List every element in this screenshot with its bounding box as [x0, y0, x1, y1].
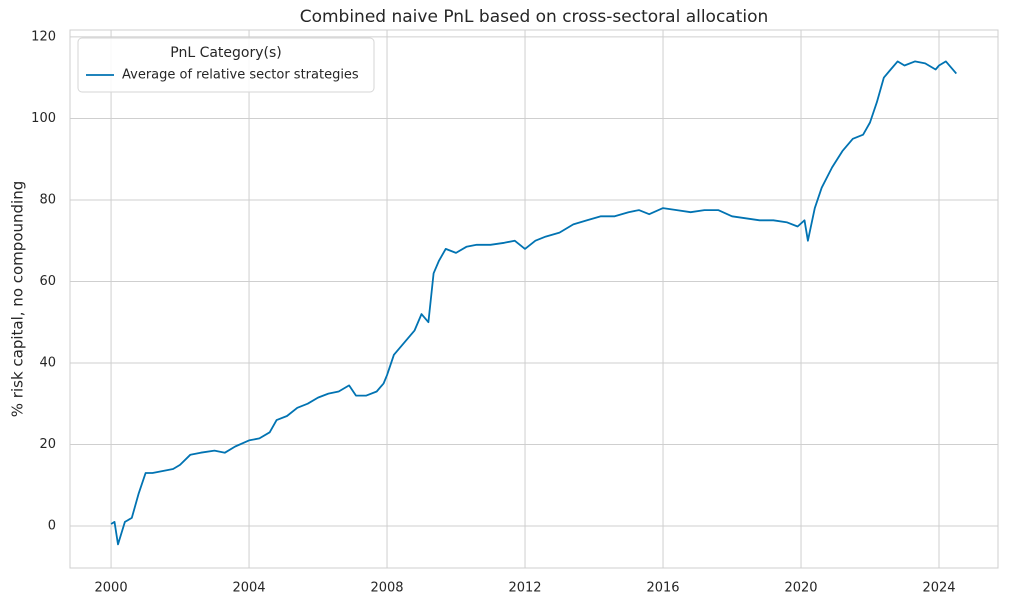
legend-box — [77, 37, 375, 93]
legend-label: Average of relative sector strategies — [122, 68, 359, 83]
y-tick-label: 100 — [31, 111, 56, 126]
x-tick-label: 2004 — [232, 581, 265, 596]
y-tick-label: 0 — [48, 519, 56, 534]
data-line — [110, 60, 957, 546]
y-tick-label: 20 — [39, 437, 56, 452]
legend-title: PnL Category(s) — [170, 45, 282, 61]
legend: PnL Category(s) Average of relative secto… — [77, 37, 375, 93]
x-tick-label: 2012 — [508, 581, 541, 596]
y-axis-label: % risk capital, no compounding — [9, 181, 27, 417]
y-tick-label: 80 — [39, 192, 56, 207]
y-tick-label: 120 — [31, 29, 56, 44]
plot-frame — [69, 29, 999, 569]
y-tick-label: 40 — [39, 355, 56, 370]
x-tick-label: 2024 — [922, 581, 955, 596]
y-tick-label: 60 — [39, 274, 56, 289]
x-tick-label: 2008 — [370, 581, 403, 596]
x-tick-label: 2000 — [95, 581, 128, 596]
chart-title: Combined naive PnL based on cross-sector… — [300, 7, 769, 27]
x-tick-label: 2020 — [784, 581, 817, 596]
x-tick-label: 2016 — [646, 581, 679, 596]
